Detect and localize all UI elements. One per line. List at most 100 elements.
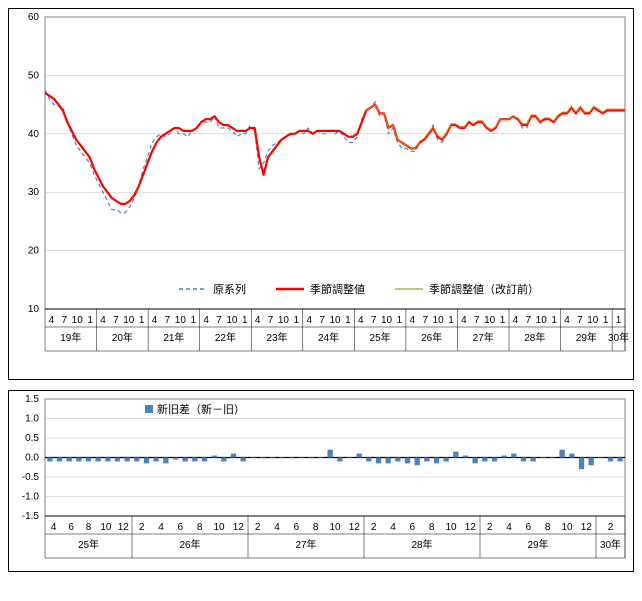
svg-text:1: 1	[397, 315, 403, 326]
svg-text:10: 10	[28, 304, 40, 315]
svg-text:10: 10	[100, 522, 112, 533]
svg-text:6: 6	[68, 522, 74, 533]
svg-text:1: 1	[242, 315, 248, 326]
svg-text:1: 1	[294, 315, 300, 326]
svg-text:20: 20	[28, 246, 40, 257]
svg-text:7: 7	[216, 315, 222, 326]
svg-text:10: 10	[587, 315, 599, 326]
svg-text:7: 7	[319, 315, 325, 326]
svg-text:28年: 28年	[524, 331, 545, 344]
svg-text:12: 12	[465, 522, 477, 533]
svg-text:-1.5: -1.5	[22, 511, 40, 522]
svg-text:27年: 27年	[295, 538, 316, 551]
svg-text:20年: 20年	[112, 331, 133, 344]
svg-text:10: 10	[278, 315, 290, 326]
svg-text:24年: 24年	[318, 331, 339, 344]
svg-text:12: 12	[118, 522, 130, 533]
svg-text:6: 6	[178, 522, 184, 533]
svg-text:7: 7	[268, 315, 274, 326]
svg-text:7: 7	[577, 315, 583, 326]
svg-text:10: 10	[175, 315, 187, 326]
svg-text:-1.0: -1.0	[22, 492, 40, 503]
svg-text:4: 4	[410, 315, 416, 326]
svg-text:8: 8	[313, 522, 319, 533]
svg-text:10: 10	[561, 522, 573, 533]
svg-text:1: 1	[87, 315, 93, 326]
svg-text:4: 4	[152, 315, 158, 326]
svg-text:30年: 30年	[608, 331, 629, 344]
svg-text:29年: 29年	[576, 331, 597, 344]
svg-text:原系列: 原系列	[213, 282, 246, 296]
svg-text:2: 2	[371, 522, 377, 533]
svg-text:2: 2	[487, 522, 493, 533]
svg-text:4: 4	[513, 315, 519, 326]
svg-text:1: 1	[139, 315, 145, 326]
svg-text:1: 1	[345, 315, 351, 326]
svg-text:50: 50	[28, 70, 40, 81]
svg-text:0.0: 0.0	[25, 453, 39, 464]
bottom-chart-container: -1.5-1.0-0.50.00.51.01.5新旧差（新－旧）46810122…	[8, 390, 634, 572]
svg-text:10: 10	[226, 315, 238, 326]
svg-text:10: 10	[123, 315, 135, 326]
svg-text:19年: 19年	[60, 331, 81, 344]
svg-text:0.5: 0.5	[25, 433, 39, 444]
svg-text:7: 7	[165, 315, 171, 326]
bottom-chart: -1.5-1.0-0.50.00.51.01.5新旧差（新－旧）46810122…	[9, 391, 633, 571]
svg-text:4: 4	[564, 315, 570, 326]
svg-text:4: 4	[203, 315, 209, 326]
svg-text:7: 7	[422, 315, 428, 326]
svg-text:29年: 29年	[527, 538, 548, 551]
svg-text:8: 8	[545, 522, 551, 533]
svg-text:27年: 27年	[473, 331, 494, 344]
svg-text:23年: 23年	[266, 331, 287, 344]
svg-text:40: 40	[28, 129, 40, 140]
svg-text:6: 6	[526, 522, 532, 533]
svg-text:2: 2	[139, 522, 145, 533]
svg-text:26年: 26年	[179, 538, 200, 551]
svg-text:1: 1	[500, 315, 506, 326]
svg-text:4: 4	[158, 522, 164, 533]
svg-text:10: 10	[329, 315, 341, 326]
svg-text:7: 7	[526, 315, 532, 326]
svg-text:1: 1	[190, 315, 196, 326]
svg-text:8: 8	[429, 522, 435, 533]
svg-text:10: 10	[484, 315, 496, 326]
svg-text:6: 6	[294, 522, 300, 533]
svg-text:12: 12	[349, 522, 361, 533]
svg-text:1.5: 1.5	[25, 394, 39, 405]
svg-text:4: 4	[506, 522, 512, 533]
svg-text:7: 7	[62, 315, 68, 326]
svg-text:1: 1	[551, 315, 557, 326]
top-chart-container: 1020304050604710119年4710120年4710121年4710…	[8, 8, 634, 380]
svg-text:季節調整値（改訂前）: 季節調整値（改訂前）	[429, 282, 539, 296]
svg-text:4: 4	[306, 315, 312, 326]
svg-text:26年: 26年	[421, 331, 442, 344]
svg-text:4: 4	[274, 522, 280, 533]
svg-text:7: 7	[113, 315, 119, 326]
svg-text:4: 4	[49, 315, 55, 326]
svg-text:21年: 21年	[163, 331, 184, 344]
svg-text:4: 4	[358, 315, 364, 326]
svg-text:2: 2	[255, 522, 261, 533]
svg-text:季節調整値: 季節調整値	[310, 282, 365, 296]
svg-text:10: 10	[72, 315, 84, 326]
svg-text:6: 6	[410, 522, 416, 533]
svg-text:10: 10	[329, 522, 341, 533]
svg-text:10: 10	[445, 522, 457, 533]
svg-text:10: 10	[381, 315, 393, 326]
svg-text:1: 1	[603, 315, 609, 326]
svg-text:1: 1	[616, 315, 622, 326]
svg-text:30年: 30年	[600, 538, 621, 551]
svg-text:8: 8	[197, 522, 203, 533]
svg-text:2: 2	[608, 522, 614, 533]
svg-text:25年: 25年	[370, 331, 391, 344]
svg-text:30: 30	[28, 187, 40, 198]
svg-text:10: 10	[213, 522, 225, 533]
svg-text:10: 10	[433, 315, 445, 326]
svg-text:4: 4	[390, 522, 396, 533]
svg-text:1: 1	[448, 315, 454, 326]
svg-text:7: 7	[371, 315, 377, 326]
svg-text:7: 7	[474, 315, 480, 326]
svg-text:4: 4	[255, 315, 261, 326]
svg-text:60: 60	[28, 12, 40, 23]
